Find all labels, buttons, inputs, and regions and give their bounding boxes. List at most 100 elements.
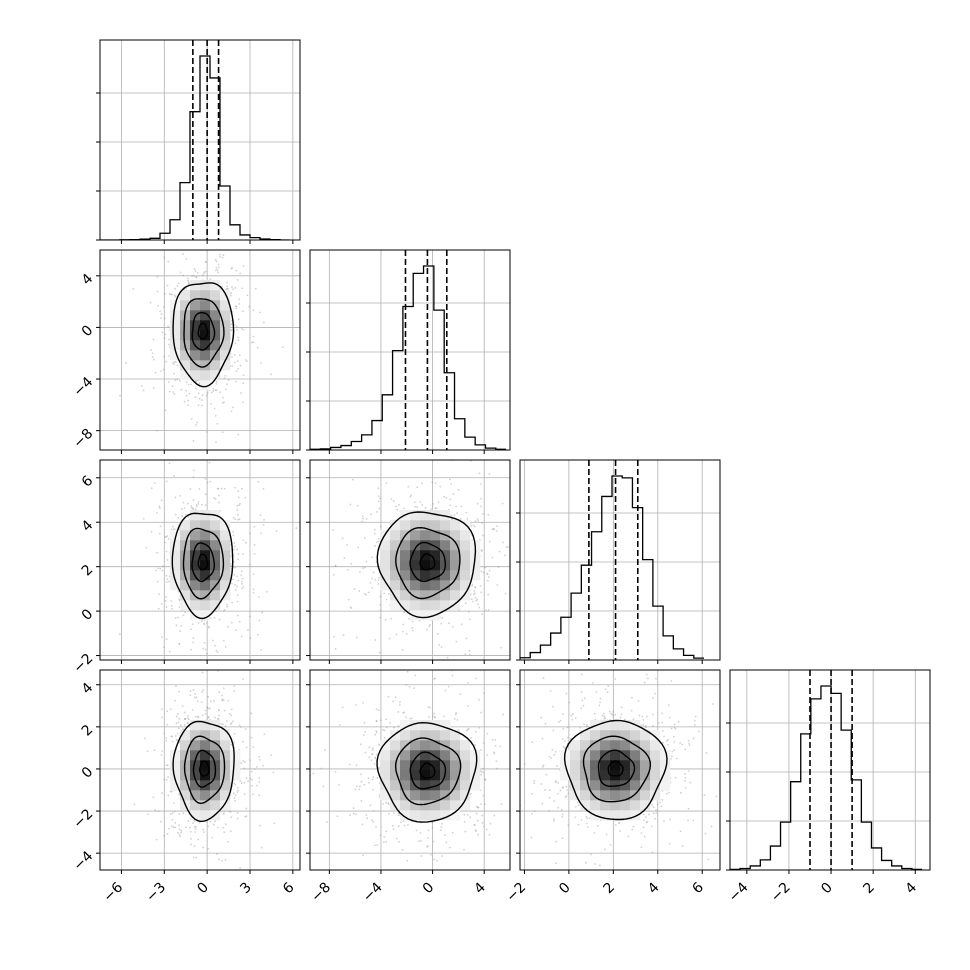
scatter-point [214, 498, 217, 500]
scatter-point [258, 780, 261, 783]
scatter-point [227, 439, 229, 441]
scatter-point [224, 646, 227, 648]
density-cell [200, 350, 211, 361]
scatter-point [156, 290, 159, 293]
scatter-point [170, 790, 173, 793]
scatter-point [466, 517, 469, 520]
scatter-point [165, 739, 168, 742]
scatter-point [197, 716, 200, 719]
scatter-point [220, 241, 222, 243]
histogram-bar [632, 508, 642, 660]
scatter-point [262, 487, 265, 490]
density-cell [210, 290, 221, 301]
scatter-point [237, 490, 240, 492]
scatter-point [161, 716, 164, 719]
scatter-point [350, 562, 353, 565]
histogram-bar [403, 306, 413, 450]
scatter-point [217, 826, 219, 829]
scatter-point [230, 621, 233, 624]
scatter-point [432, 502, 434, 505]
scatter-point [387, 592, 390, 595]
scatter-point [206, 392, 209, 394]
scatter-point [242, 265, 245, 268]
histogram-bar [372, 421, 382, 450]
scatter-point [422, 673, 424, 675]
scatter-point [240, 762, 242, 765]
scatter-point [226, 383, 228, 386]
scatter-point [237, 518, 240, 521]
density-cell [400, 590, 411, 601]
scatter-point [162, 368, 165, 371]
scatter-point [221, 256, 224, 259]
scatter-point [202, 272, 205, 275]
scatter-point [196, 271, 199, 274]
scatter-point [241, 287, 244, 290]
scatter-point [541, 570, 543, 572]
density-cell [180, 580, 191, 591]
scatter-point [182, 274, 184, 277]
scatter-point [223, 487, 226, 490]
scatter-point [357, 546, 360, 549]
density-cell [210, 590, 221, 601]
scatter-point [192, 476, 195, 479]
scatter-point [140, 385, 143, 387]
density-cell [200, 380, 211, 391]
scatter-point [416, 486, 419, 489]
scatter-point [258, 619, 261, 622]
scatter-point [197, 392, 200, 395]
scatter-point [497, 566, 500, 568]
histogram-bar [622, 478, 632, 660]
density-cell [210, 570, 221, 581]
density-cell [440, 600, 451, 611]
scatter-point [195, 504, 198, 506]
scatter-point [218, 709, 220, 711]
scatter-point [212, 387, 215, 390]
scatter-point [185, 257, 188, 260]
scatter-point [385, 598, 388, 601]
scatter-point [349, 606, 352, 609]
scatter-point [169, 790, 172, 793]
histogram-bar [530, 653, 540, 660]
density-cell [220, 300, 231, 311]
scatter-point [429, 624, 431, 626]
scatter-point [236, 594, 239, 597]
density-cell [180, 530, 191, 541]
scatter-point [213, 407, 216, 410]
scatter-point [190, 506, 193, 509]
histogram-bar [551, 633, 561, 660]
histogram-bar [455, 419, 465, 450]
scatter-point [252, 309, 255, 312]
scatter-point [482, 513, 484, 515]
scatter-point [261, 611, 264, 614]
density-cell [210, 560, 221, 571]
scatter-point [388, 637, 391, 640]
scatter-point [409, 495, 412, 498]
density-cell [200, 590, 211, 601]
density-cell [170, 580, 181, 591]
scatter-point [440, 646, 443, 649]
histogram-bar [811, 699, 821, 870]
density-cell [190, 370, 201, 381]
scatter-point [222, 254, 225, 256]
density-cell [180, 550, 191, 561]
density-cell [410, 530, 421, 541]
scatter-point [334, 648, 337, 650]
scatter-point [178, 813, 181, 816]
density-cell [200, 610, 211, 621]
scatter-point [234, 799, 236, 802]
scatter-point [476, 502, 479, 505]
scatter-point [178, 828, 181, 831]
scatter-point [166, 211, 168, 213]
scatter-point [178, 528, 181, 531]
scatter-point [139, 245, 141, 247]
histogram-bar [540, 645, 550, 660]
scatter-point [247, 629, 249, 631]
density-cell [190, 510, 201, 521]
scatter-point [472, 524, 475, 527]
scatter-point [242, 678, 244, 680]
scatter-point [168, 338, 170, 341]
scatter-point [353, 588, 356, 590]
scatter-point [234, 545, 236, 548]
scatter-point [416, 506, 419, 509]
scatter-point [237, 553, 240, 556]
